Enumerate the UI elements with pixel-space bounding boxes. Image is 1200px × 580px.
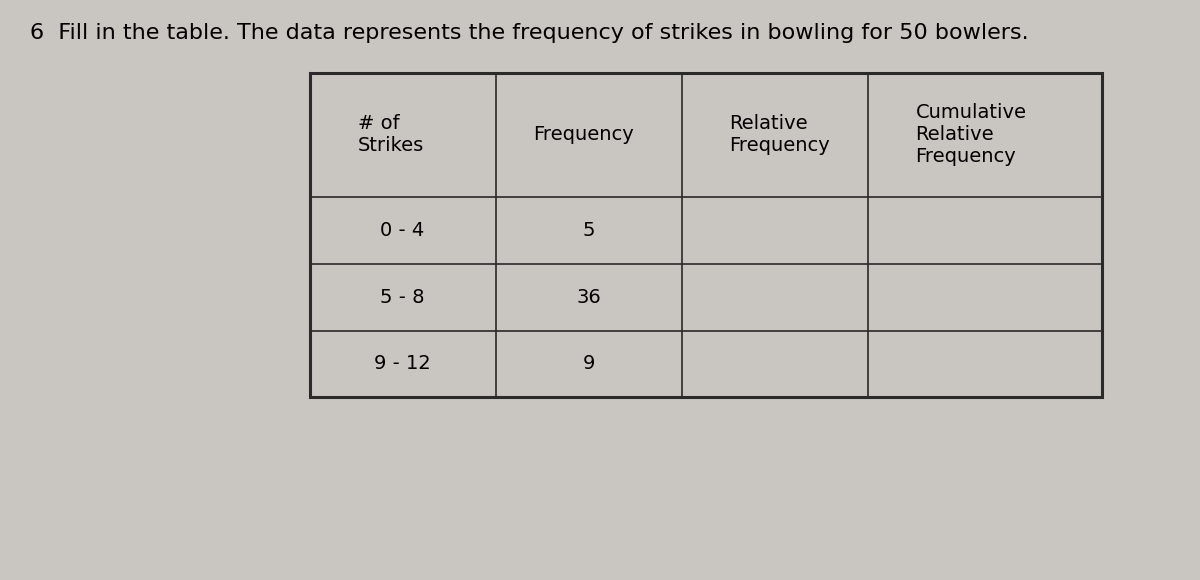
Text: 0 - 4: 0 - 4 [380, 221, 425, 240]
Text: Relative
Frequency: Relative Frequency [730, 114, 830, 155]
Text: 9 - 12: 9 - 12 [374, 354, 431, 374]
Text: # of
Strikes: # of Strikes [358, 114, 424, 155]
Text: Cumulative
Relative
Frequency: Cumulative Relative Frequency [916, 103, 1027, 166]
Polygon shape [310, 72, 1102, 397]
Text: 36: 36 [576, 288, 601, 307]
Text: Frequency: Frequency [533, 125, 634, 144]
Text: 5: 5 [582, 221, 595, 240]
Text: 9: 9 [582, 354, 595, 374]
Text: 5 - 8: 5 - 8 [380, 288, 425, 307]
Text: 6  Fill in the table. The data represents the frequency of strikes in bowling fo: 6 Fill in the table. The data represents… [30, 23, 1028, 43]
